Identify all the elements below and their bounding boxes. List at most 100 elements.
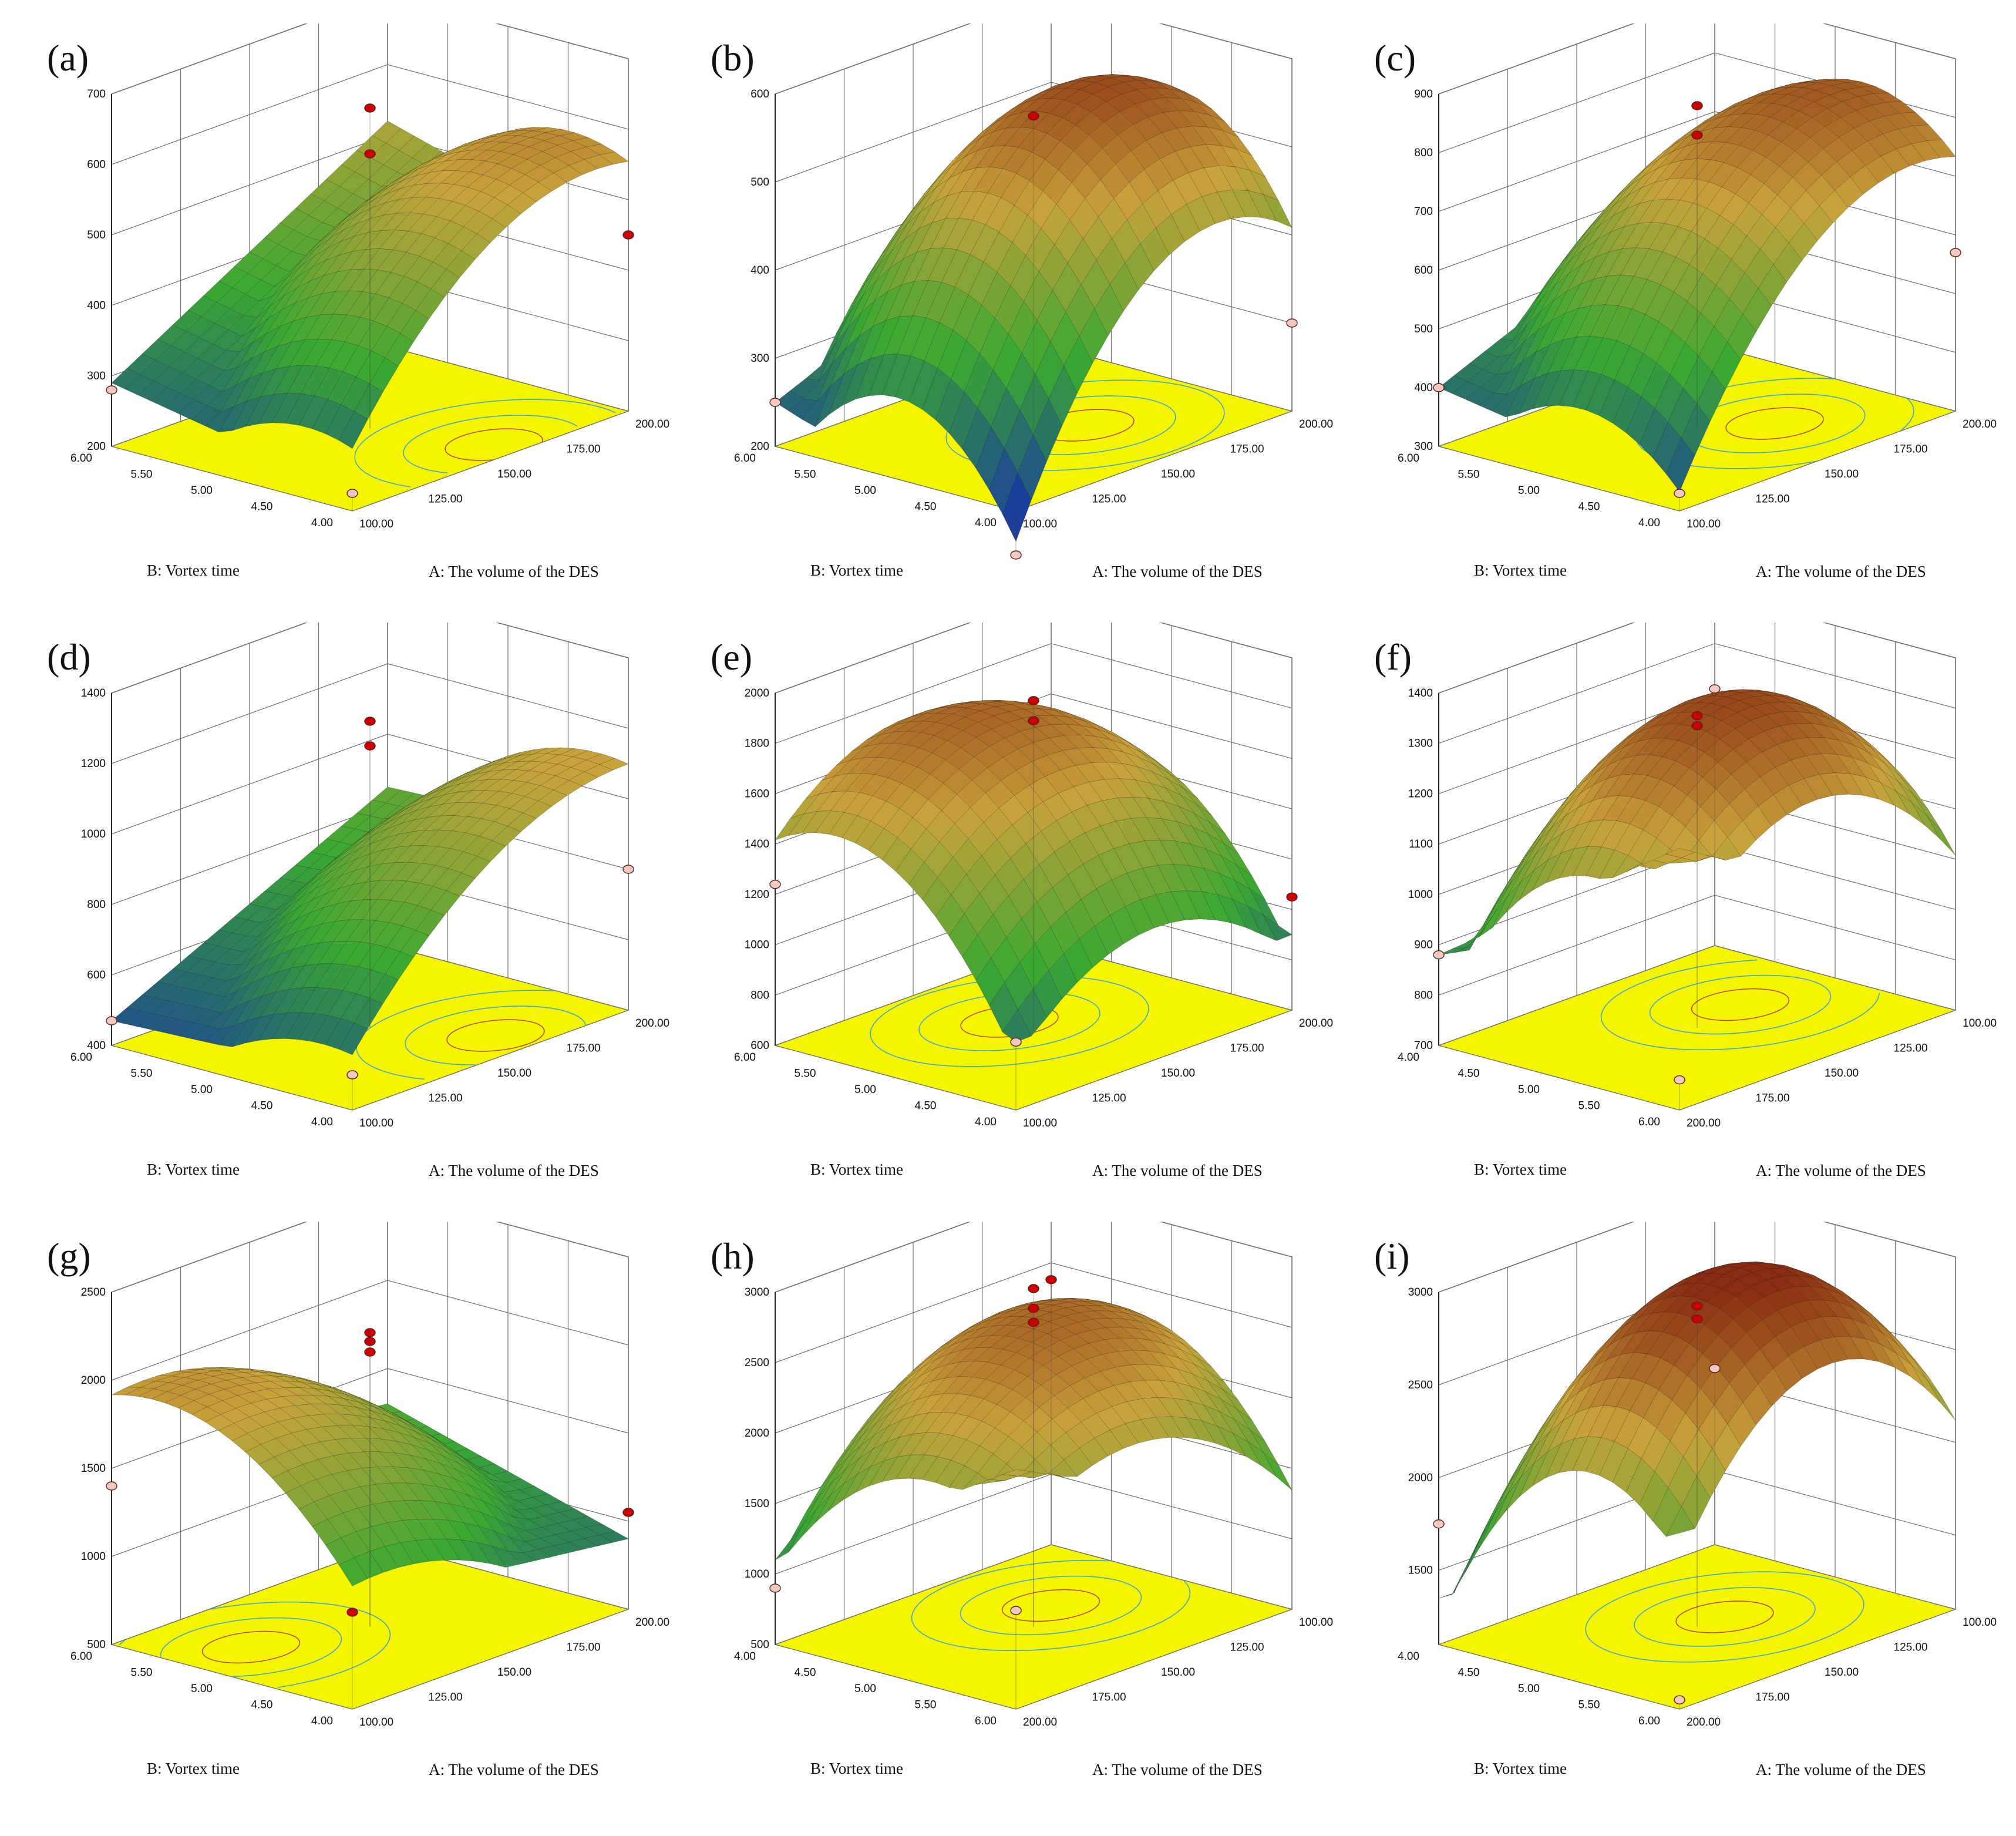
design-point (1950, 248, 1961, 257)
a-tick-label: 175.00 (1230, 443, 1264, 456)
a-axis-title: A: The volume of the DES (1756, 1761, 1926, 1778)
b-tick-label: 4.00 (1398, 1051, 1419, 1064)
a-axis-title: A: The volume of the DES (429, 563, 599, 580)
floor-contours (1600, 959, 1880, 1051)
b-tick-label: 5.00 (854, 1084, 876, 1096)
a-axis-title: A: The volume of the DES (1756, 1162, 1926, 1179)
design-point (622, 1508, 634, 1517)
surface-facet (1911, 1364, 1941, 1403)
a-tick-label: 100.00 (359, 518, 393, 530)
b-tick-label: 5.50 (131, 469, 153, 481)
z-tick-label: 2000 (745, 1427, 769, 1440)
design-point (346, 489, 358, 498)
a-tick-label: 200.00 (635, 1017, 669, 1030)
b-tick-label: 5.50 (1579, 1100, 1600, 1112)
a-tick-label: 200.00 (1687, 1716, 1721, 1729)
z-gridline (1438, 945, 1956, 1046)
z-tick-label: 2500 (745, 1357, 769, 1369)
z-tick-label: 800 (87, 899, 106, 911)
a-tick-label: 100.00 (1687, 518, 1721, 530)
b-tick-label: 4.50 (251, 1699, 273, 1711)
z-tick-label: 1500 (1408, 1565, 1433, 1577)
panel-label: (g) (47, 1235, 91, 1277)
z-tick-label: 300 (1414, 440, 1433, 453)
b-tick-label: 5.50 (795, 469, 816, 481)
design-points (769, 111, 1298, 560)
b-axis-title: B: Vortex time (810, 1161, 903, 1178)
surface-facet (1926, 1379, 1956, 1421)
z-tick-label: 1100 (1409, 838, 1433, 850)
design-point (1709, 1364, 1721, 1373)
b-tick-label: 4.00 (975, 517, 997, 529)
design-point (346, 1070, 358, 1080)
z-gridline (775, 23, 1293, 95)
z-tick-label: 2000 (1408, 1472, 1433, 1484)
a-tick-label: 175.00 (567, 1642, 601, 1654)
contour-line (160, 1617, 342, 1677)
contour-line (1649, 974, 1832, 1035)
a-tick-label: 150.00 (1825, 1067, 1859, 1080)
design-points (106, 1328, 634, 1709)
b-tick-label: 5.00 (1518, 1683, 1540, 1695)
b-axis-title: B: Vortex time (810, 1760, 903, 1777)
a-tick-label: 175.00 (1230, 1043, 1264, 1055)
z-tick-label: 1500 (81, 1462, 106, 1475)
response-surface (775, 700, 1293, 1043)
z-tick-label: 2500 (1408, 1379, 1433, 1391)
design-point (364, 149, 376, 159)
a-tick-label: 150.00 (497, 1666, 531, 1679)
design-point (1028, 1317, 1039, 1327)
b-tick-label: 5.00 (854, 1683, 876, 1695)
design-point (769, 398, 781, 407)
b-tick-label: 5.00 (191, 1084, 213, 1096)
a-tick-label: 100.00 (1299, 1616, 1333, 1629)
response-surface (1438, 79, 1956, 492)
surface-facet (1665, 1506, 1695, 1537)
axis-labels: 100.00 125.00 150.00 175.00 200.00 4.00 4.50 5.… (70, 88, 669, 580)
z-tick-label: 400 (87, 300, 106, 312)
a-tick-label: 150.00 (497, 468, 531, 480)
a-tick-label: 200.00 (635, 1616, 669, 1629)
a-axis-title: A: The volume of the DES (1092, 1761, 1263, 1778)
response-surface (111, 747, 629, 1055)
b-tick-label: 4.00 (734, 1650, 756, 1663)
a-tick-label: 150.00 (1825, 468, 1859, 480)
a-tick-label: 175.00 (1756, 1692, 1790, 1704)
panel-label: (e) (711, 636, 752, 678)
floor-contours (356, 990, 587, 1080)
z-tick-label: 1000 (81, 1551, 106, 1563)
a-tick-label: 150.00 (1161, 1067, 1195, 1080)
z-gridline (111, 64, 629, 165)
axis-labels: 100.00 125.00 150.00 175.00 200.00 4.00 4.50 5.… (734, 88, 1333, 580)
b-tick-label: 4.00 (1638, 517, 1660, 529)
surface-facet (1263, 1452, 1293, 1491)
z-gridline (1438, 623, 1956, 694)
b-tick-label: 4.50 (251, 1100, 273, 1112)
design-point (364, 717, 376, 726)
z-tick-label: 800 (1414, 147, 1433, 159)
a-tick-label: 200.00 (1023, 1716, 1057, 1729)
z-tick-label: 200 (87, 440, 106, 453)
z-tick-label: 3000 (1408, 1286, 1433, 1299)
b-tick-label: 5.50 (915, 1699, 937, 1711)
a-tick-label: 200.00 (635, 418, 669, 431)
a-tick-label: 200.00 (1963, 418, 1997, 431)
contour-line (356, 990, 554, 1080)
surface-facet (338, 1023, 368, 1055)
axis-labels: 100.00 125.00 150.00 175.00 200.00 4.00 4.50 5.… (734, 687, 1333, 1179)
design-point (1674, 489, 1685, 498)
design-point (769, 1583, 781, 1593)
a-tick-label: 125.00 (1756, 493, 1790, 506)
design-point (1028, 716, 1039, 725)
design-point (1010, 550, 1022, 560)
a-tick-label: 175.00 (567, 1043, 601, 1055)
z-tick-label: 600 (1414, 264, 1433, 277)
contour-line (1634, 1587, 1816, 1647)
z-tick-label: 400 (1414, 382, 1433, 394)
surface-facet (1479, 896, 1508, 937)
z-tick-label: 1600 (745, 788, 769, 800)
z-tick-label: 2000 (81, 1374, 106, 1387)
design-points (769, 1275, 1057, 1709)
a-axis-title: A: The volume of the DES (429, 1162, 599, 1179)
